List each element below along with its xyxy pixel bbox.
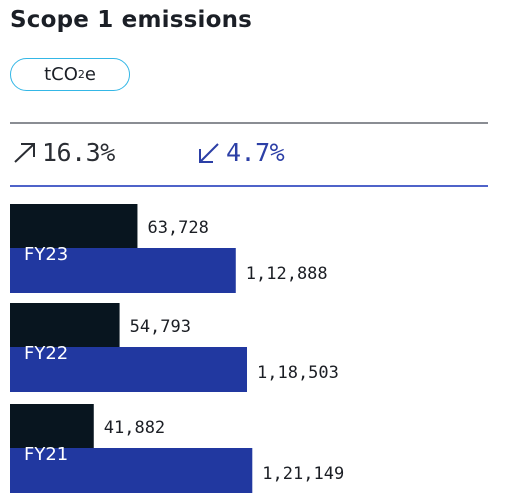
- bar-dark-fy22: [10, 303, 120, 348]
- value-label-blue-fy21: 1,21,149: [262, 464, 344, 484]
- value-label-dark-fy22: 54,793: [130, 317, 191, 337]
- change-down-value: 4.7%: [226, 138, 285, 167]
- bar-dark-fy23: [10, 204, 138, 249]
- change-up-value: 16.3%: [42, 138, 115, 167]
- arrow-down-left-icon: [199, 142, 219, 163]
- change-up: 16.3%: [12, 138, 115, 167]
- chart-bars: FY23 63,728 1,12,888 FY22 54,793 1,18,503 FY21…: [10, 204, 344, 493]
- unit-tail: e: [84, 64, 96, 85]
- change-down: 4.7%: [196, 138, 285, 167]
- value-label-dark-fy23: 63,728: [147, 218, 208, 238]
- unit-badge: tCO 2 e: [10, 58, 130, 91]
- bar-blue-fy23: [10, 248, 236, 293]
- bar-blue-fy22: [10, 347, 248, 392]
- value-label-blue-fy23: 1,12,888: [246, 264, 328, 284]
- category-label-fy22: FY22: [24, 343, 68, 364]
- category-label-fy21: FY21: [24, 444, 68, 465]
- value-label-blue-fy22: 1,18,503: [257, 363, 339, 383]
- arrow-up-right-icon: [14, 142, 35, 163]
- divider-top: [10, 122, 488, 124]
- divider-bottom: [10, 185, 488, 187]
- unit-main: tCO: [44, 64, 78, 85]
- category-label-fy23: FY23: [24, 244, 68, 265]
- value-label-dark-fy21: 41,882: [104, 418, 165, 438]
- chart-title: Scope 1 emissions: [10, 7, 253, 33]
- bar-dark-fy21: [10, 404, 94, 449]
- bar-blue-fy21: [10, 448, 253, 493]
